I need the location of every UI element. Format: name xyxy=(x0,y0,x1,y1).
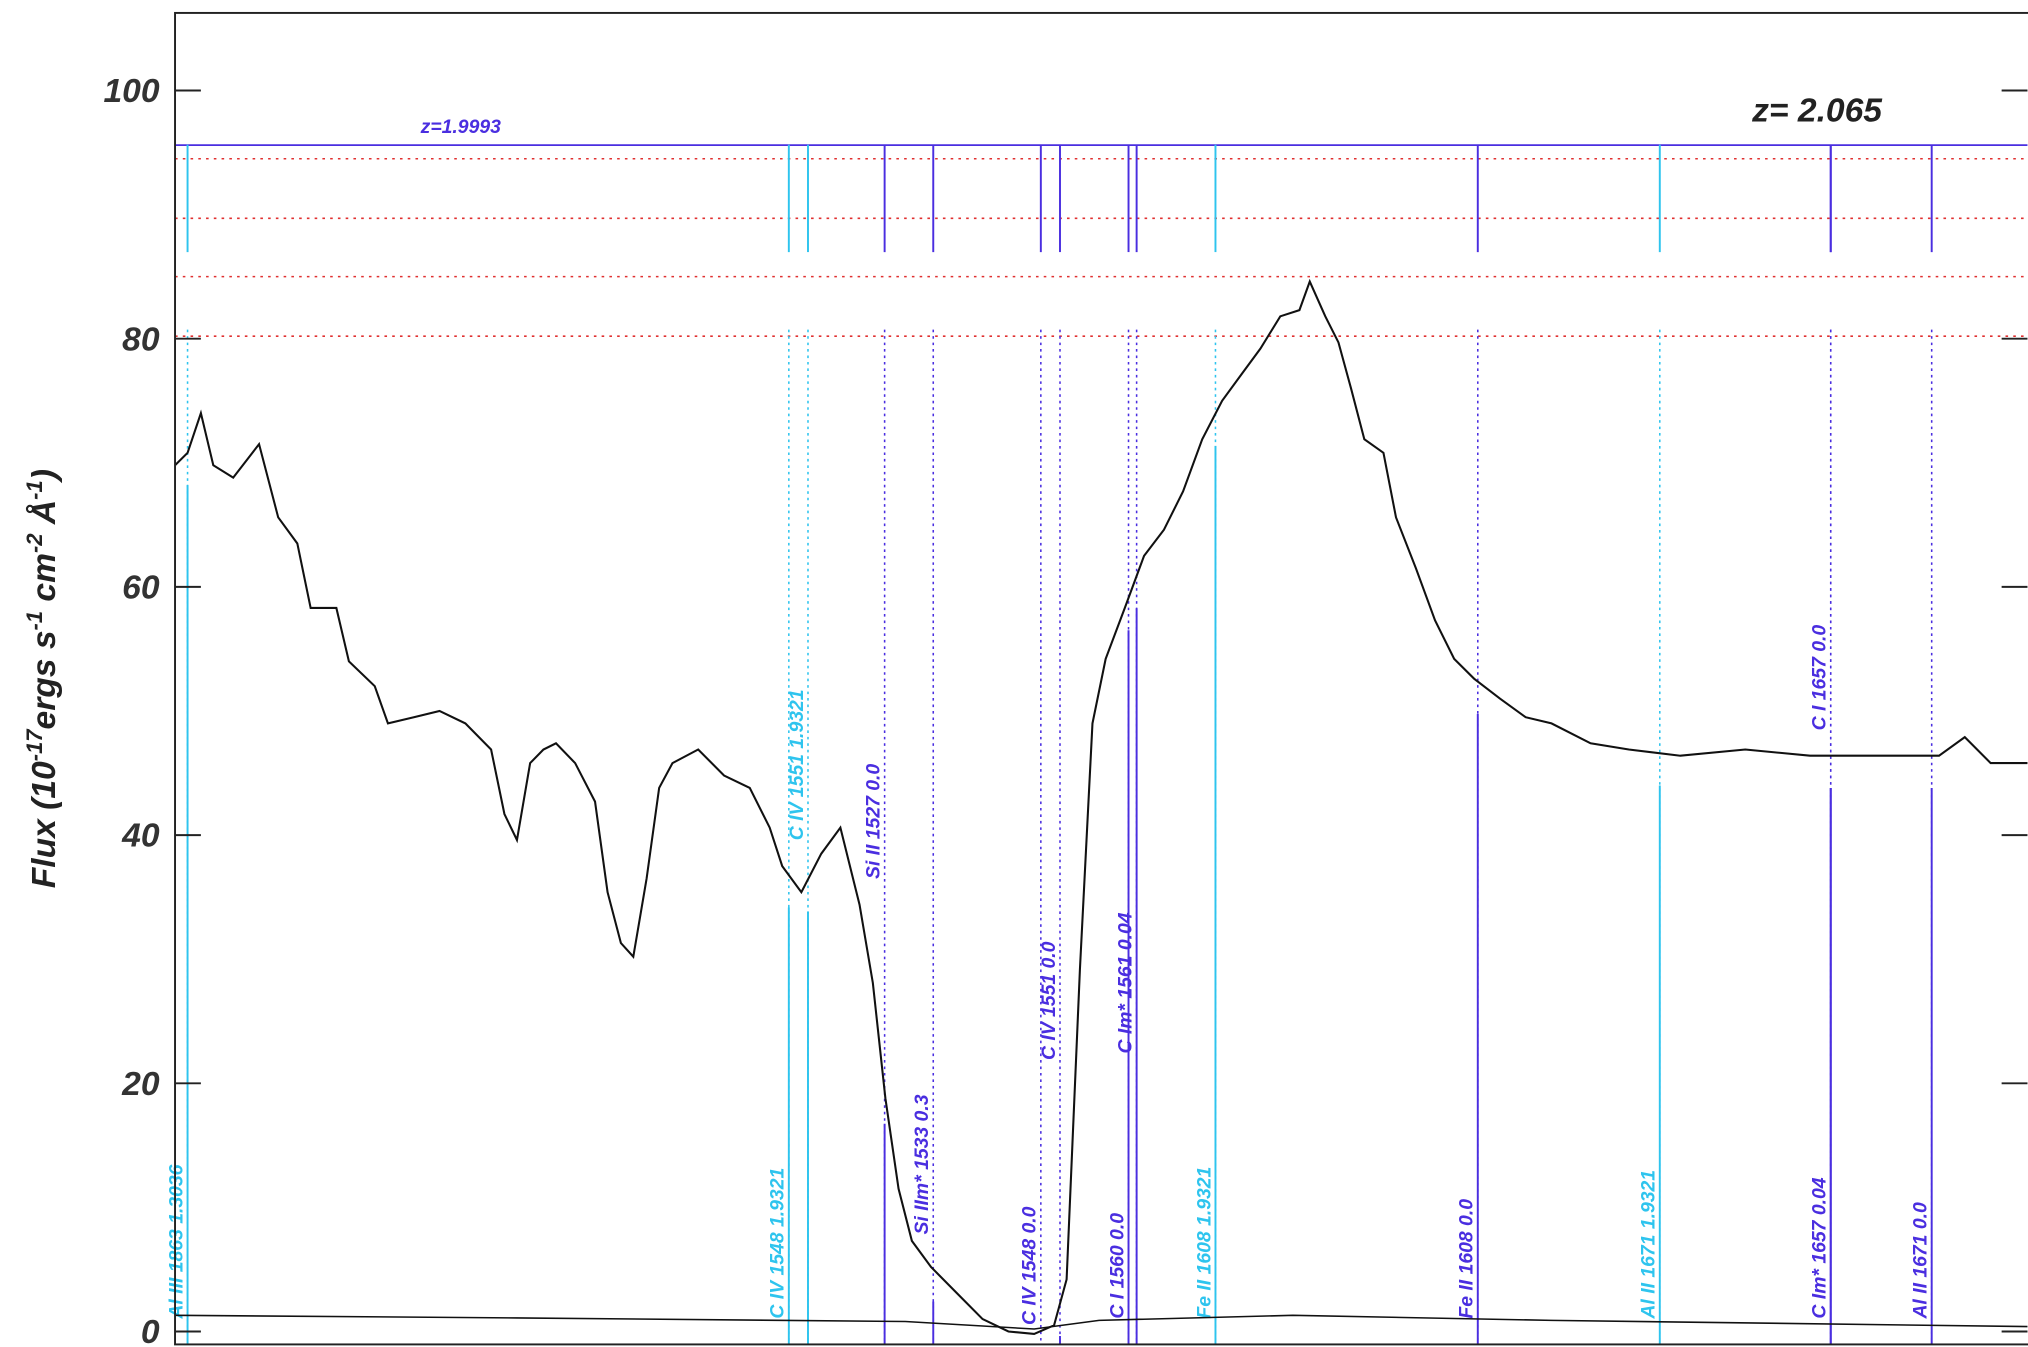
y-label-part: Å xyxy=(25,500,63,534)
y-tick-label: 0 xyxy=(141,1314,160,1347)
annotation: z= 2.065 xyxy=(1751,93,1883,130)
y-label-sup: -2 xyxy=(22,533,47,553)
plot-frame xyxy=(174,11,2028,1346)
y-label-sup: -1 xyxy=(22,480,47,500)
y-tick-label: 100 xyxy=(103,73,159,110)
annotation: z=1.9993 xyxy=(420,116,501,138)
line-label: Al II 1671 1.9321 xyxy=(1638,1170,1660,1320)
line-label: C Im* 1561 0.04 xyxy=(1114,912,1136,1053)
y-tick-label: 20 xyxy=(121,1066,160,1103)
y-tick-label: 60 xyxy=(122,570,160,607)
line-label: C I 1560 0.0 xyxy=(1106,1213,1128,1319)
line-label: C I 1657 0.0 xyxy=(1809,625,1831,731)
line-label: C IV 1551 1.9321 xyxy=(786,689,808,840)
y-tick-label: 80 xyxy=(122,321,160,358)
line-label: C IV 1548 1.9321 xyxy=(767,1168,789,1319)
y-label-sup: -1 xyxy=(22,611,47,631)
spectrum xyxy=(175,1314,2028,1330)
y-label-part: Flux (10 xyxy=(26,761,63,888)
spectrum xyxy=(174,278,2028,1335)
line-label: Si IIm* 1533 0.3 xyxy=(911,1094,933,1234)
line-label: C IV 1548 0.0 xyxy=(1019,1206,1041,1325)
y-axis-label: Flux (10-17ergs s-1 cm-2 Å-1) xyxy=(22,469,63,888)
line-label: Al III 1863 1.3036 xyxy=(165,1164,187,1319)
line-label: C Im* 1657 0.04 xyxy=(1809,1177,1831,1318)
y-label-part: ergs s xyxy=(26,630,63,729)
y-tick-label: 40 xyxy=(121,818,160,855)
line-label: Al II 1671 0.0 xyxy=(1910,1202,1932,1320)
y-label-part: cm xyxy=(26,553,63,611)
line-label: C IV 1551 0.0 xyxy=(1038,941,1060,1060)
line-label: Fe II 1608 0.0 xyxy=(1456,1199,1478,1319)
y-label-sup: -17 xyxy=(22,728,47,762)
line-label: Fe II 1608 1.9321 xyxy=(1193,1167,1215,1319)
y-label-part: ) xyxy=(26,469,63,483)
line-label: Si II 1527 0.0 xyxy=(862,764,884,879)
